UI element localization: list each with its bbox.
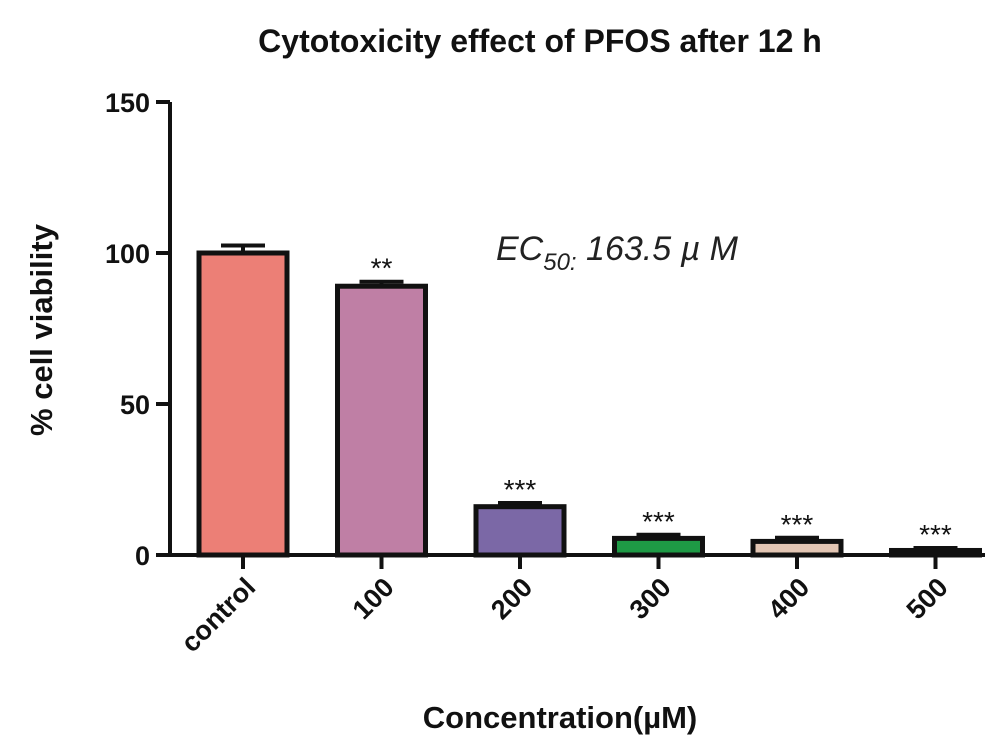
y-axis: 0 50 100 150 bbox=[105, 88, 172, 571]
bar bbox=[750, 538, 844, 558]
y-axis-label: % cell viability bbox=[24, 223, 59, 436]
ec50-subscript: 50: bbox=[543, 249, 576, 276]
bar-series: ******** *** *** bbox=[196, 243, 982, 558]
ec50-main: EC bbox=[496, 230, 544, 268]
x-axis-label: Concentration(µM) bbox=[423, 700, 697, 735]
bar bbox=[612, 535, 705, 558]
significance-label: *** bbox=[781, 509, 814, 540]
ec50-annotation: EC50: 163.5 µ M bbox=[496, 230, 739, 276]
bar bbox=[196, 250, 290, 558]
x-tick-label: 100 bbox=[347, 572, 400, 625]
bar-group: ** bbox=[335, 253, 428, 558]
x-tick-label: 200 bbox=[485, 572, 538, 625]
bar-group: *** bbox=[473, 474, 567, 558]
x-axis: control 100 200 300 400 500 bbox=[170, 553, 985, 658]
bar-group: *** bbox=[889, 519, 982, 558]
x-tick-label: 400 bbox=[762, 572, 815, 625]
significance-label: ** bbox=[371, 253, 393, 284]
y-tick-label: 150 bbox=[105, 88, 150, 118]
significance-label: *** bbox=[504, 474, 537, 505]
bar-group: *** bbox=[612, 506, 705, 558]
x-tick-label: control bbox=[175, 572, 261, 658]
y-tick-label: 0 bbox=[135, 541, 150, 571]
bar-group bbox=[196, 243, 290, 558]
ec50-value: 163.5 µ M bbox=[577, 230, 739, 268]
significance-label: *** bbox=[919, 519, 952, 550]
x-tick-label: 500 bbox=[901, 572, 954, 625]
chart-title: Cytotoxicity effect of PFOS after 12 h bbox=[258, 23, 822, 59]
significance-label: *** bbox=[642, 506, 675, 537]
x-tick-label: 300 bbox=[624, 572, 677, 625]
y-tick-label: 100 bbox=[105, 239, 150, 269]
y-tick-label: 50 bbox=[120, 390, 150, 420]
bar-group: *** bbox=[750, 509, 844, 558]
bar bbox=[473, 504, 567, 558]
bar bbox=[335, 283, 428, 558]
